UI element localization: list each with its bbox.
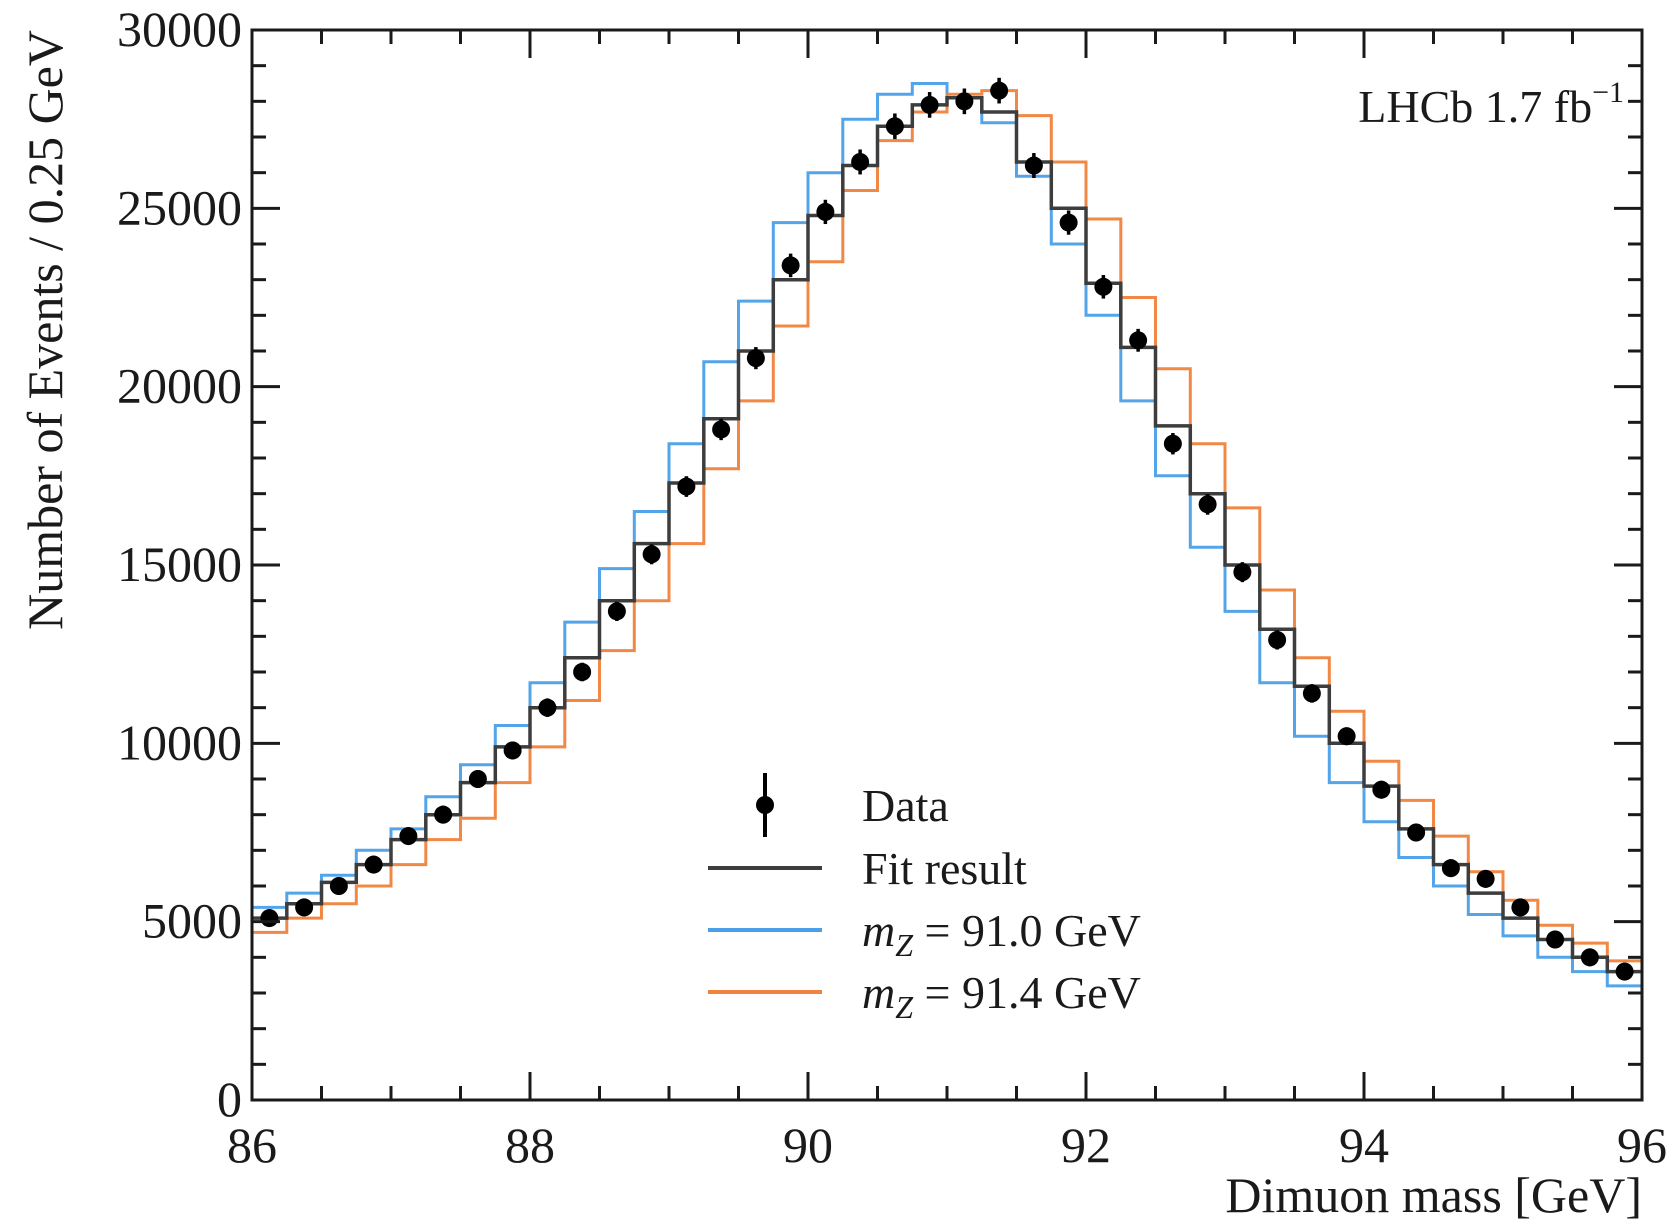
legend: Data Fit result mZ = 91.0 GeV mZ = 91.4 … — [708, 773, 1141, 1025]
y-tick-label: 25000 — [117, 179, 242, 235]
data-point — [1407, 823, 1426, 842]
data-point — [642, 545, 661, 564]
y-tick-label: 10000 — [117, 714, 242, 770]
x-tick-label: 92 — [1061, 1117, 1111, 1173]
y-tick-label: 5000 — [142, 893, 242, 949]
data-point — [364, 855, 383, 874]
series-layer — [252, 82, 1642, 988]
data-point — [1233, 563, 1252, 582]
legend-entry-mz914: mZ = 91.4 GeV — [708, 967, 1141, 1025]
data-point — [746, 349, 765, 368]
data-point — [1546, 930, 1565, 949]
ticks-layer — [250, 28, 1644, 1102]
data-point — [990, 81, 1009, 100]
y-tick-label: 15000 — [117, 536, 242, 592]
data-point — [1372, 780, 1391, 799]
legend-mz914-rest: = 91.4 GeV — [913, 967, 1141, 1018]
x-tick-label: 94 — [1339, 1117, 1389, 1173]
legend-mz910-sub: Z — [895, 927, 914, 963]
data-point — [503, 741, 522, 760]
data-point — [468, 770, 487, 788]
y-tick-label: 0 — [217, 1071, 242, 1127]
data-point — [1024, 156, 1043, 175]
series-fit-result-step — [252, 96, 1642, 974]
x-tick-label: 90 — [783, 1117, 833, 1173]
data-point — [1580, 948, 1599, 967]
data-point — [538, 698, 557, 717]
annotation-superscript: −1 — [1592, 76, 1624, 109]
data-point — [1476, 869, 1495, 888]
data-point — [1302, 684, 1321, 703]
data-point — [955, 92, 974, 111]
data-point — [1337, 727, 1356, 746]
legend-entry-fit: Fit result — [708, 843, 1027, 894]
legend-label-fit: Fit result — [862, 843, 1027, 894]
data-point — [607, 602, 626, 621]
data-point — [816, 202, 835, 221]
data-point — [781, 256, 800, 275]
x-axis-title: Dimuon mass [GeV] — [1225, 1167, 1642, 1223]
legend-entry-mz910: mZ = 91.0 GeV — [708, 905, 1141, 963]
data-point — [1094, 277, 1113, 296]
legend-mz914-m: m — [862, 967, 895, 1018]
legend-label-mz910: mZ = 91.0 GeV — [862, 905, 1141, 963]
data-point — [1129, 331, 1148, 350]
y-tick-label: 30000 — [117, 1, 242, 57]
data-point — [712, 420, 731, 439]
data-point — [434, 805, 453, 824]
x-tick-label: 86 — [227, 1117, 277, 1173]
data-point — [1441, 859, 1460, 878]
data-point — [573, 663, 592, 681]
data-point — [1059, 213, 1078, 232]
data-point — [885, 117, 904, 136]
data-point — [1198, 495, 1217, 514]
x-tick-label: 96 — [1617, 1117, 1667, 1173]
data-point — [260, 909, 279, 928]
legend-data-marker — [756, 796, 774, 814]
x-tick-label: 88 — [505, 1117, 555, 1173]
data-point — [1163, 434, 1182, 453]
y-tick-label: 20000 — [117, 358, 242, 414]
data-point — [1268, 630, 1287, 649]
legend-mz914-sub: Z — [895, 989, 914, 1025]
data-point — [677, 477, 696, 496]
legend-mz910-rest: = 91.0 GeV — [913, 905, 1141, 956]
y-axis-title: Number of Events / 0.25 GeV — [17, 30, 73, 630]
data-point — [329, 877, 348, 895]
data-point — [851, 152, 870, 171]
annotation-main: LHCb 1.7 fb — [1358, 81, 1592, 132]
data-point — [295, 898, 314, 917]
data-point — [1615, 962, 1634, 981]
legend-mz910-m: m — [862, 905, 895, 956]
data-point — [1511, 898, 1530, 917]
tick-labels-layer: 86 88 90 92 94 96 0 5000 10000 15000 20000 25000 300… — [117, 1, 1667, 1173]
legend-entry-data: Data — [756, 773, 949, 837]
luminosity-annotation: LHCb 1.7 fb−1 — [1358, 76, 1624, 132]
legend-label-mz914: mZ = 91.4 GeV — [862, 967, 1141, 1025]
data-point — [399, 827, 418, 846]
data-point — [920, 95, 939, 114]
legend-label-data: Data — [862, 780, 949, 831]
